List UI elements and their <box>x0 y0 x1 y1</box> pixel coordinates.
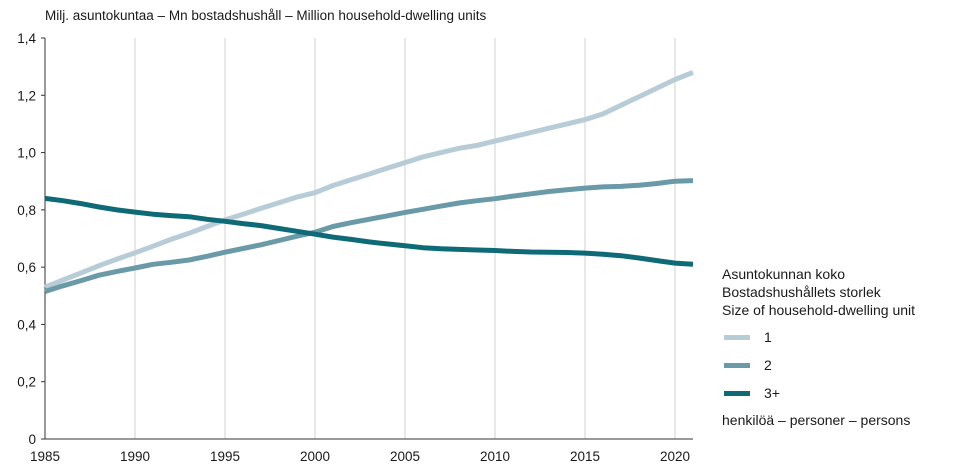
y-tick-label-6: 1,2 <box>17 88 36 103</box>
legend: Asuntokunnan koko Bostadshushållets stor… <box>722 265 915 429</box>
legend-title-en: Size of household-dwelling unit <box>722 302 916 318</box>
x-tick-label-1990: 1990 <box>120 449 150 464</box>
legend-label-3plus: 3+ <box>764 385 780 401</box>
x-tick-labels: 1985 1990 1995 2000 2005 2010 2015 2020 <box>30 449 690 464</box>
y-tick-label-2: 0,4 <box>17 317 36 332</box>
y-axis-label: Milj. asuntokuntaa – Mn bostadshushåll –… <box>45 8 487 23</box>
x-tick-label-1995: 1995 <box>210 449 240 464</box>
x-tick-label-2015: 2015 <box>570 449 600 464</box>
legend-label-2: 2 <box>764 357 772 373</box>
legend-title-fi: Asuntokunnan koko <box>722 266 845 282</box>
y-tick-label-7: 1,4 <box>17 31 36 46</box>
gridlines <box>134 38 676 439</box>
y-tick-labels: 0 0,2 0,4 0,6 0,8 1,0 1,2 1,4 <box>17 31 36 447</box>
y-tick-label-4: 0,8 <box>17 203 36 218</box>
legend-entry-2: 2 <box>724 351 915 379</box>
series-line-2 <box>44 178 694 294</box>
legend-label-1: 1 <box>764 329 772 345</box>
legend-entry-1: 1 <box>724 323 915 351</box>
y-tick-label-1: 0,2 <box>17 375 36 390</box>
x-tick-label-2005: 2005 <box>390 449 420 464</box>
series-line-3plus <box>44 195 694 267</box>
legend-entry-3plus: 3+ <box>724 379 915 407</box>
y-tick-label-0: 0 <box>28 432 36 447</box>
x-tick-label-1985: 1985 <box>30 449 60 464</box>
axes <box>41 37 693 440</box>
x-tick-label-2000: 2000 <box>300 449 330 464</box>
x-tick-label-2020: 2020 <box>660 449 690 464</box>
x-tick-label-2010: 2010 <box>480 449 510 464</box>
legend-swatch-1 <box>724 334 750 340</box>
legend-title-sv: Bostadshushållets storlek <box>722 284 881 300</box>
legend-swatch-3plus <box>724 390 750 396</box>
legend-unit-note: henkilöä – personer – persons <box>722 412 911 428</box>
series-lines <box>44 70 694 294</box>
y-tick-label-3: 0,6 <box>17 260 36 275</box>
series-line-1 <box>44 70 694 290</box>
legend-swatch-2 <box>724 362 750 368</box>
y-tick-label-5: 1,0 <box>17 146 36 161</box>
